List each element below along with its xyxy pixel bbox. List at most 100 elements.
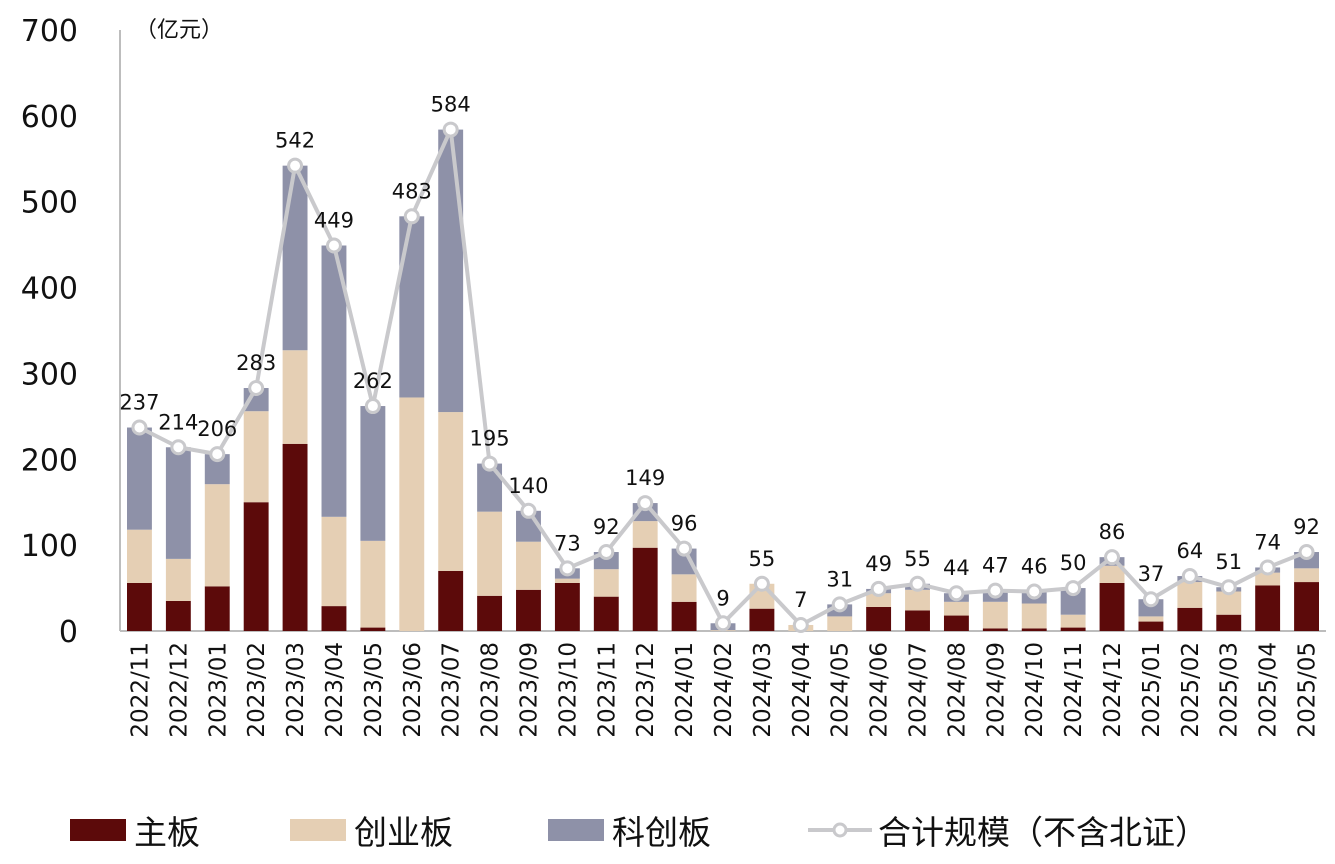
bar-segment bbox=[1021, 603, 1047, 629]
x-tick-label: 2022/11 bbox=[127, 642, 153, 738]
total-series-line bbox=[138, 127, 1308, 627]
bar-segment bbox=[243, 388, 269, 412]
y-tick-label: 600 bbox=[21, 100, 78, 135]
legend-item-main-board: 主板 bbox=[70, 808, 200, 852]
bar-segment bbox=[127, 582, 152, 631]
bar-segment bbox=[982, 601, 1008, 629]
line-point bbox=[287, 157, 304, 174]
bar-segment bbox=[1021, 628, 1047, 631]
axes: 0 100 200 300 400 500 600 700 2022/11 2022/12 2023… bbox=[21, 14, 1326, 738]
data-label: 195 bbox=[470, 427, 510, 451]
x-tick-label: 2024/08 bbox=[944, 642, 970, 738]
legend-line-marker-icon bbox=[808, 822, 872, 838]
bar-segment bbox=[282, 443, 308, 631]
x-tick-label: 2023/05 bbox=[361, 642, 387, 738]
data-label: 449 bbox=[314, 209, 354, 233]
bar-segment bbox=[360, 540, 386, 628]
data-label: 46 bbox=[1021, 555, 1048, 579]
line-point bbox=[792, 616, 809, 633]
line-point bbox=[1298, 544, 1315, 561]
x-tick-label: 2023/08 bbox=[478, 642, 504, 738]
bar-segment bbox=[632, 547, 658, 631]
x-tick-label: 2023/06 bbox=[400, 642, 426, 738]
line-point bbox=[831, 596, 848, 613]
unit-label: （亿元） bbox=[135, 18, 223, 43]
x-tick-label: 2025/05 bbox=[1295, 642, 1321, 738]
bar-segment bbox=[1177, 607, 1203, 631]
x-tick-label: 2023/09 bbox=[516, 642, 542, 738]
bar-segment bbox=[321, 245, 347, 517]
data-label: 483 bbox=[392, 179, 432, 203]
line-point bbox=[753, 575, 770, 592]
x-tick-label: 2025/03 bbox=[1217, 642, 1243, 738]
bar-segment bbox=[593, 569, 619, 597]
x-tick-label: 2024/03 bbox=[750, 642, 776, 738]
line-point bbox=[131, 419, 148, 436]
x-tick-label: 2025/01 bbox=[1139, 642, 1165, 738]
line-point bbox=[1065, 580, 1082, 597]
line-point bbox=[676, 540, 693, 557]
legend-item-chinext: 创业板 bbox=[290, 808, 453, 852]
data-label: 64 bbox=[1176, 539, 1203, 563]
bar-segment bbox=[1294, 582, 1319, 631]
line-point bbox=[1259, 559, 1276, 576]
y-tick-label: 200 bbox=[21, 443, 78, 478]
bar-segment bbox=[516, 589, 541, 631]
bar-segment bbox=[671, 601, 697, 631]
bar-segment bbox=[321, 516, 347, 607]
data-label: 542 bbox=[275, 129, 315, 153]
bar-segment bbox=[1138, 621, 1164, 631]
line-point bbox=[870, 580, 887, 597]
data-labels: 2372142062835424492624835841951407392149… bbox=[119, 93, 1320, 612]
line-point bbox=[1104, 549, 1121, 566]
x-tick-label: 2024/12 bbox=[1100, 642, 1126, 738]
bar-segment bbox=[1060, 614, 1086, 628]
data-label: 237 bbox=[119, 391, 159, 415]
bar-segment bbox=[165, 558, 191, 601]
bar-segment bbox=[749, 608, 775, 631]
data-label: 92 bbox=[593, 515, 620, 539]
legend-label-main-board: 主板 bbox=[134, 813, 200, 852]
data-label: 74 bbox=[1254, 530, 1281, 554]
bar-segment bbox=[399, 397, 425, 631]
bar-segment bbox=[438, 570, 464, 631]
legend-swatch-main-board bbox=[70, 819, 126, 841]
bars bbox=[127, 129, 1319, 631]
bar-segment bbox=[1138, 616, 1164, 622]
bar-segment bbox=[438, 129, 464, 413]
data-label: 92 bbox=[1293, 515, 1320, 539]
data-label: 140 bbox=[508, 474, 548, 498]
x-tick-label: 2023/03 bbox=[283, 642, 309, 738]
bar-segment bbox=[671, 574, 697, 602]
data-label: 73 bbox=[554, 531, 581, 555]
line-point bbox=[209, 446, 226, 463]
x-tick-label: 2023/02 bbox=[244, 642, 270, 738]
bar-segment bbox=[399, 216, 425, 398]
x-tick-label: 2023/07 bbox=[439, 642, 465, 738]
line-point bbox=[442, 121, 459, 138]
bar-segment bbox=[1255, 572, 1281, 586]
line-point bbox=[403, 208, 420, 225]
bar-segment bbox=[1099, 582, 1125, 631]
line-point bbox=[1181, 568, 1198, 585]
y-tick-label: 400 bbox=[21, 272, 78, 307]
bar-segment bbox=[127, 427, 152, 530]
data-label: 37 bbox=[1138, 562, 1165, 586]
x-tick-label: 2024/10 bbox=[1022, 642, 1048, 738]
bar-segment bbox=[165, 600, 191, 631]
x-tick-label: 2023/11 bbox=[594, 642, 620, 738]
bar-segment bbox=[243, 411, 269, 503]
line-point bbox=[559, 560, 576, 577]
data-label: 206 bbox=[197, 417, 237, 441]
line-point bbox=[1220, 579, 1237, 596]
x-tick-label: 2022/12 bbox=[166, 642, 192, 738]
x-tick-label: 2024/05 bbox=[828, 642, 854, 738]
bar-segment bbox=[554, 582, 580, 631]
data-label: 44 bbox=[943, 556, 970, 580]
data-label: 7 bbox=[794, 588, 807, 612]
y-tick-label: 700 bbox=[21, 14, 78, 49]
bar-segment bbox=[1216, 614, 1242, 631]
data-label: 51 bbox=[1215, 550, 1242, 574]
line-point bbox=[364, 398, 381, 415]
y-tick-label: 0 bbox=[59, 615, 78, 650]
